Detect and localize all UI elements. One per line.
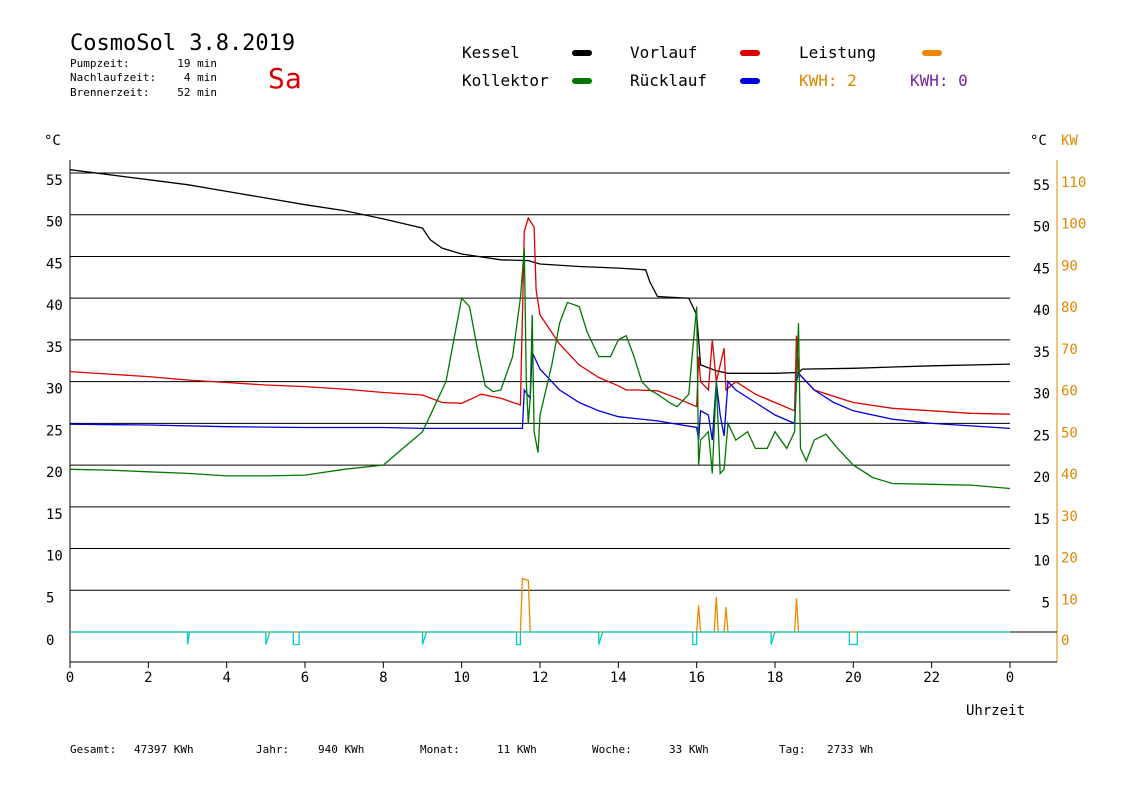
x-tick-label: 0 bbox=[66, 670, 74, 686]
footer-label-monat: Monat: bbox=[420, 743, 460, 756]
legend-kwh-purple: KWH: 0 bbox=[910, 71, 968, 90]
legend-label-kollektor: Kollektor bbox=[462, 71, 549, 90]
y2-tick-label: 70 bbox=[1061, 342, 1078, 358]
y-right-tick-label: 30 bbox=[1033, 387, 1050, 403]
legend: Kessel Vorlauf Leistung Kollektor Rückla… bbox=[462, 43, 968, 90]
footer-value-tag: 2733 Wh bbox=[827, 743, 873, 756]
series-line-vorlauf bbox=[69, 216, 1011, 415]
y-tick-label: 35 bbox=[46, 340, 63, 356]
x-tick-label: 12 bbox=[532, 670, 549, 686]
day-label: Sa bbox=[268, 62, 302, 95]
y-tick-label: 20 bbox=[46, 465, 63, 481]
footer-value-monat: 11 KWh bbox=[497, 743, 537, 756]
y-right-tick-label: 20 bbox=[1033, 470, 1050, 486]
footer: Gesamt: 47397 KWh Jahr: 940 KWh Monat: 1… bbox=[70, 743, 873, 756]
x-tick-label: 10 bbox=[453, 670, 470, 686]
series-line-leistung bbox=[70, 577, 1010, 633]
x-tick-label: 16 bbox=[688, 670, 705, 686]
series-line-brenner bbox=[70, 631, 1010, 646]
footer-value-gesamt: 47397 KWh bbox=[134, 743, 194, 756]
y2-tick-label: 80 bbox=[1061, 300, 1078, 316]
y-right-tick-label: 15 bbox=[1033, 512, 1050, 528]
y-right-tick-label: 35 bbox=[1033, 345, 1050, 361]
y-right-tick-label: 25 bbox=[1033, 428, 1050, 444]
x-tick-label: 2 bbox=[144, 670, 152, 686]
y-right-tick-label: 50 bbox=[1033, 220, 1050, 236]
legend-kwh-orange: KWH: 2 bbox=[799, 71, 857, 90]
stat-value-brenner: 52 min bbox=[177, 86, 217, 99]
x-tick-label: 8 bbox=[379, 670, 387, 686]
y-right-tick-label: 55 bbox=[1033, 178, 1050, 194]
y-axis-label-right: °C bbox=[1030, 133, 1047, 149]
y-tick-label: 0 bbox=[46, 633, 54, 649]
y-right-tick-label: 45 bbox=[1033, 261, 1050, 277]
y2-tick-label: 0 bbox=[1061, 633, 1069, 649]
y-tick-label: 15 bbox=[46, 507, 63, 523]
y-axis-label-left: °C bbox=[44, 133, 61, 149]
x-tick-label: 18 bbox=[767, 670, 784, 686]
x-tick-label: 6 bbox=[301, 670, 309, 686]
stats-block: Pumpzeit: 19 min Nachlaufzeit: 4 min Bre… bbox=[70, 57, 217, 99]
stat-label-nachlauf: Nachlaufzeit: bbox=[70, 71, 156, 84]
series-group bbox=[69, 169, 1011, 646]
x-tick-label: 20 bbox=[845, 670, 862, 686]
y-tick-label: 55 bbox=[46, 173, 63, 189]
y-right-tick-label: 40 bbox=[1033, 303, 1050, 319]
y2-tick-label: 40 bbox=[1061, 467, 1078, 483]
y-tick-label: 40 bbox=[46, 298, 63, 314]
y-tick-label: 30 bbox=[46, 382, 63, 398]
footer-label-gesamt: Gesamt: bbox=[70, 743, 116, 756]
y2-tick-label: 90 bbox=[1061, 258, 1078, 274]
y-tick-label: 45 bbox=[46, 256, 63, 272]
y2-tick-label: 20 bbox=[1061, 551, 1078, 567]
chart-title: CosmoSol 3.8.2019 bbox=[70, 31, 295, 56]
y-tick-label: 5 bbox=[46, 590, 54, 606]
footer-value-woche: 33 KWh bbox=[669, 743, 709, 756]
legend-label-kessel: Kessel bbox=[462, 43, 520, 62]
y2-tick-label: 10 bbox=[1061, 592, 1078, 608]
series-line-rücklauf bbox=[69, 352, 1011, 441]
legend-label-vorlauf: Vorlauf bbox=[630, 43, 697, 62]
stat-value-pump: 19 min bbox=[177, 57, 217, 70]
x-tick-label: 0 bbox=[1006, 670, 1014, 686]
footer-label-woche: Woche: bbox=[592, 743, 632, 756]
series-line-kessel bbox=[69, 169, 1011, 374]
series-line-kollektor bbox=[69, 248, 1011, 490]
y2-tick-label: 60 bbox=[1061, 384, 1078, 400]
y2-tick-label: 50 bbox=[1061, 425, 1078, 441]
footer-label-tag: Tag: bbox=[779, 743, 806, 756]
y2-tick-label: 30 bbox=[1061, 509, 1078, 525]
y2-tick-label: 110 bbox=[1061, 175, 1086, 191]
y-tick-label: 50 bbox=[46, 215, 63, 231]
y-right-tick-label: 5 bbox=[1042, 595, 1050, 611]
stat-value-nachlauf: 4 min bbox=[184, 71, 217, 84]
y2-axis-label: KW bbox=[1061, 133, 1078, 149]
x-tick-label: 22 bbox=[923, 670, 940, 686]
footer-label-jahr: Jahr: bbox=[256, 743, 289, 756]
legend-label-ruecklauf: Rücklauf bbox=[630, 71, 707, 90]
y2-tick-label: 100 bbox=[1061, 217, 1086, 233]
y-tick-label: 25 bbox=[46, 423, 63, 439]
x-tick-label: 14 bbox=[610, 670, 627, 686]
x-tick-label: 4 bbox=[222, 670, 230, 686]
y-right-tick-label: 10 bbox=[1033, 554, 1050, 570]
footer-value-jahr: 940 KWh bbox=[318, 743, 364, 756]
y-tick-label: 10 bbox=[46, 549, 63, 565]
axes: 0510152025303540455055510152025303540455… bbox=[46, 160, 1086, 686]
stat-label-pump: Pumpzeit: bbox=[70, 57, 130, 70]
grid bbox=[70, 172, 1010, 591]
legend-label-leistung: Leistung bbox=[799, 43, 876, 62]
x-axis-label: Uhrzeit bbox=[966, 703, 1025, 719]
stat-label-brenner: Brennerzeit: bbox=[70, 86, 149, 99]
